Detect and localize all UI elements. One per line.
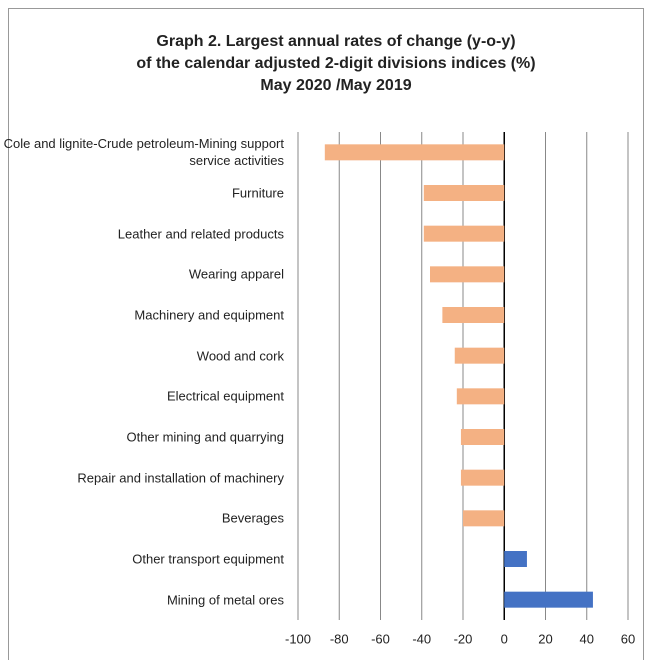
x-tick-label: 0 (501, 631, 508, 646)
bar (423, 225, 505, 242)
y-tick-label: Leather and related products (117, 226, 284, 242)
x-tick-label: -60 (371, 631, 390, 646)
x-tick-label: -40 (412, 631, 431, 646)
chart-title: May 2020 /May 2019 (260, 77, 411, 94)
bar (456, 388, 505, 405)
y-tick-label: Machinery and equipment (134, 307, 284, 323)
y-tick-label: Cole and lignite-Crude petroleum-Mining … (3, 136, 284, 169)
y-tick-label: Mining of metal ores (166, 592, 284, 608)
x-tick-label: -80 (330, 631, 349, 646)
bar (442, 307, 505, 323)
y-tick-label: Wood and cork (196, 348, 284, 364)
bar (454, 347, 505, 364)
x-tick-label: -100 (285, 631, 311, 646)
chart-title: Graph 2. Largest annual rates of change … (156, 33, 515, 50)
y-tick-label: Furniture (231, 185, 284, 201)
y-tick-label: Other transport equipment (132, 551, 284, 567)
bar (504, 551, 527, 567)
bar (463, 510, 505, 527)
y-tick-label: Beverages (221, 510, 284, 526)
x-tick-label: 20 (538, 631, 552, 646)
x-tick-label: -20 (454, 631, 473, 646)
bar (460, 429, 505, 445)
y-tick-label: Wearing apparel (188, 266, 284, 282)
bar (460, 469, 505, 486)
y-tick-label: Other mining and quarrying (126, 429, 284, 445)
x-tick-label: 60 (621, 631, 635, 646)
bar (423, 185, 505, 201)
y-tick-label: Electrical equipment (166, 388, 284, 404)
bar (430, 266, 505, 283)
bar (504, 591, 593, 608)
x-tick-label: 40 (580, 631, 594, 646)
bar (324, 144, 505, 161)
chart-title: of the calendar adjusted 2-digit divisio… (136, 55, 535, 72)
y-tick-label: Repair and installation of machinery (77, 470, 284, 486)
chart-frame (8, 8, 644, 660)
